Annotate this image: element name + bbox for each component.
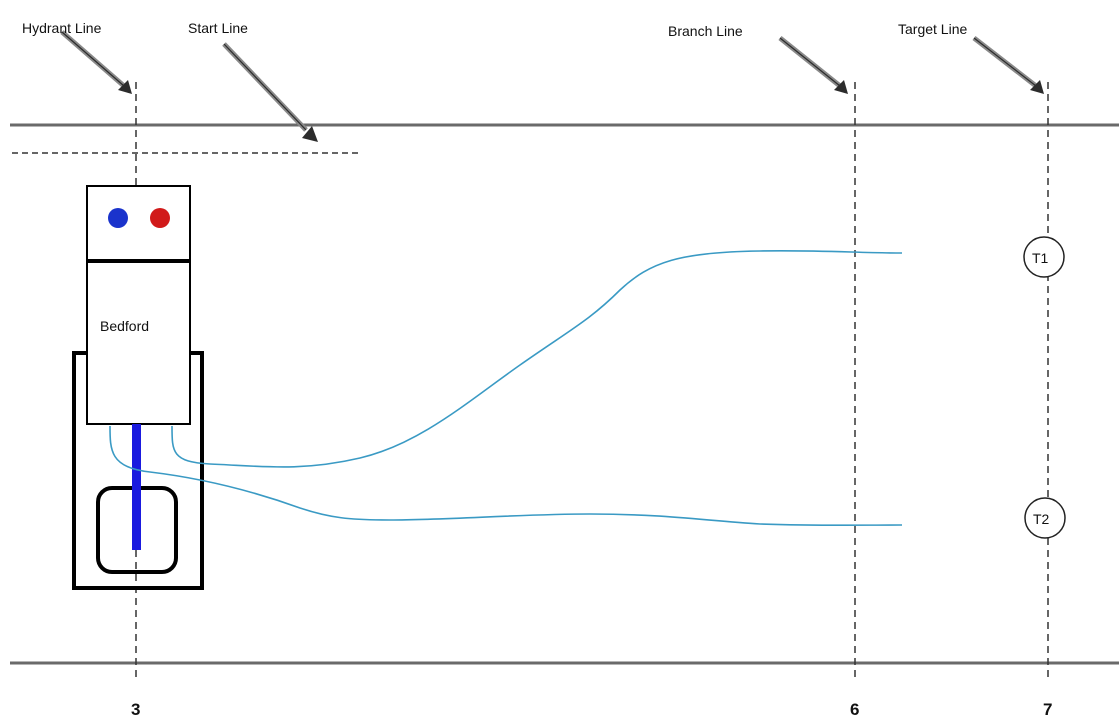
target-t2-label: T2 — [1033, 511, 1050, 527]
appliance-cab — [86, 185, 191, 261]
marker-3: 3 — [131, 700, 140, 719]
start-line-label: Start Line — [188, 20, 248, 36]
target-line-label: Target Line — [898, 21, 967, 37]
hydrant-line-arrow — [60, 30, 132, 94]
hydrant-line-label: Hydrant Line — [22, 20, 102, 36]
pump-outlet-bar — [132, 424, 141, 550]
branch-line-label: Branch Line — [668, 23, 743, 39]
red-light-icon — [150, 208, 170, 228]
target-line-arrow — [972, 36, 1044, 94]
target-t1-label: T1 — [1032, 250, 1049, 266]
target-t2: T2 — [1024, 497, 1066, 539]
start-line-arrow — [222, 42, 318, 142]
appliance-body — [86, 261, 191, 425]
appliance-name: Bedford — [100, 318, 149, 334]
marker-7: 7 — [1043, 700, 1052, 719]
hose-line-2 — [109, 425, 903, 527]
blue-light-icon — [108, 208, 128, 228]
branch-line-arrow — [778, 36, 848, 94]
hose-line-1 — [171, 250, 903, 468]
target-t1: T1 — [1023, 236, 1065, 278]
marker-6: 6 — [850, 700, 859, 719]
fire-appliance: Bedford — [72, 185, 204, 590]
